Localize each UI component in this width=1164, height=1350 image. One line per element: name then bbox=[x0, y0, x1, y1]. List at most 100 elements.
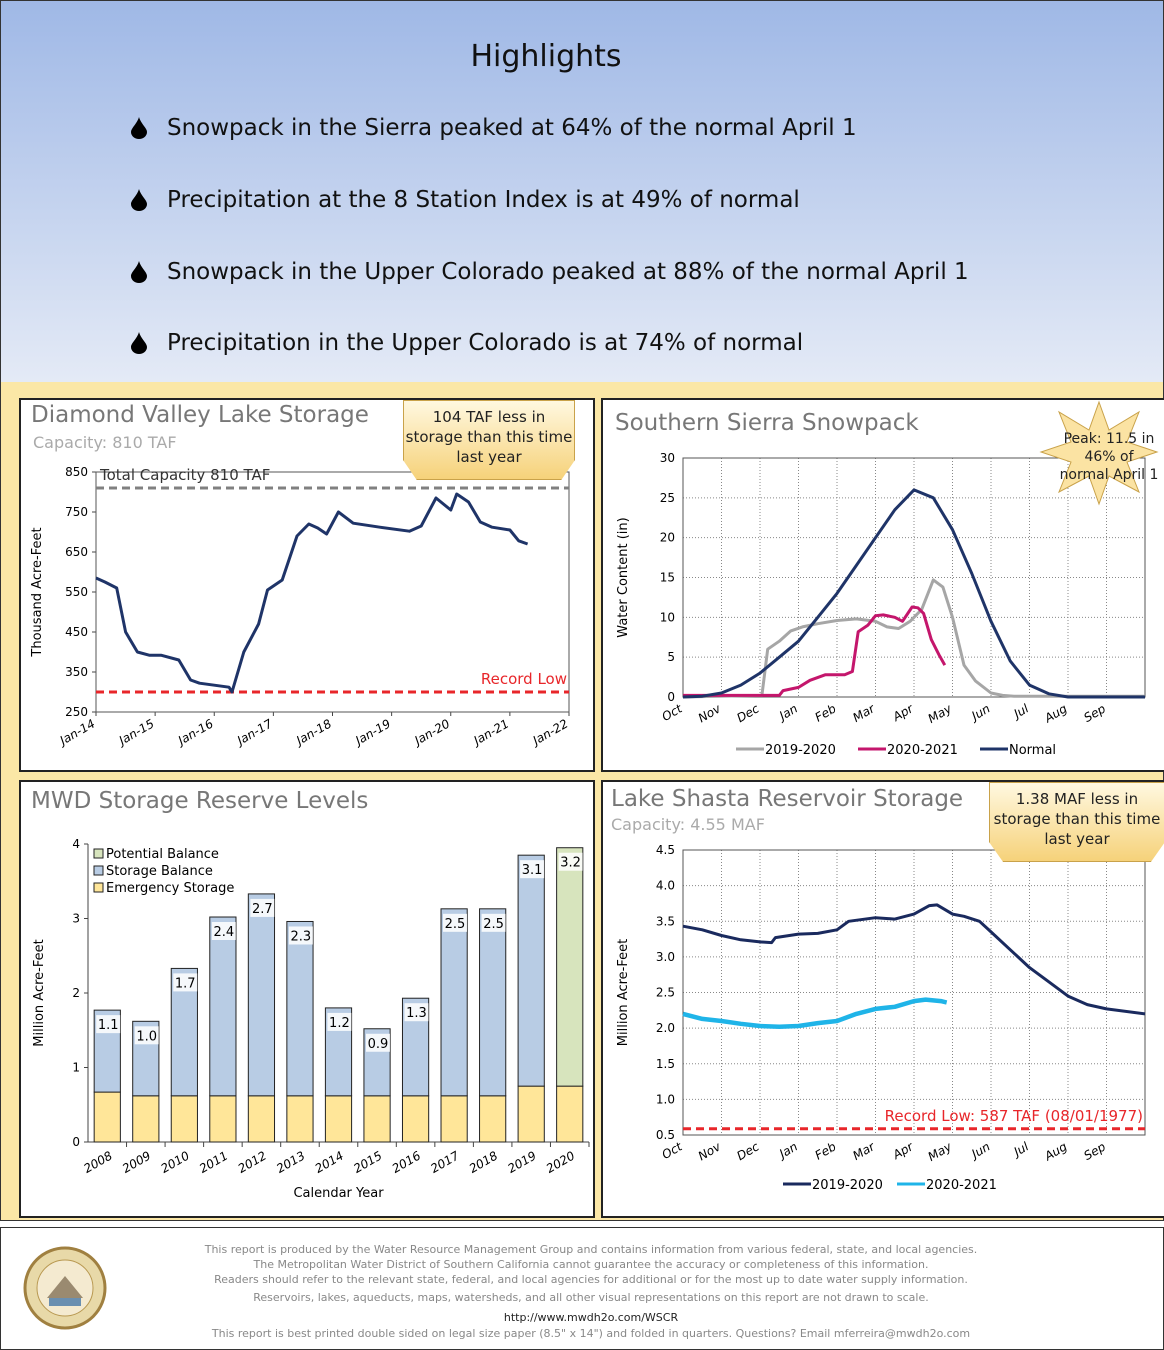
x-tick-label: Jan-22 bbox=[529, 716, 571, 748]
bar-segment bbox=[286, 920, 314, 1097]
highlights: Highlights Snowpack in the Sierra peaked… bbox=[0, 0, 1164, 383]
x-tick-label: Jan-17 bbox=[233, 716, 275, 748]
y-tick-label: 5 bbox=[667, 650, 675, 664]
legend-label: Storage Balance bbox=[106, 864, 213, 879]
y-tick-label: 20 bbox=[660, 531, 675, 545]
bar-segment bbox=[517, 1085, 545, 1143]
y-tick-label: 3.0 bbox=[656, 950, 675, 964]
y-tick-label: 450 bbox=[65, 625, 88, 639]
y-tick-label: 4.0 bbox=[656, 879, 675, 893]
bar-segment bbox=[132, 1095, 160, 1143]
x-tick-label: Aug bbox=[1041, 1139, 1069, 1164]
x-tick-label: 2019 bbox=[505, 1148, 538, 1175]
chart-subtitle: Capacity: 810 TAF bbox=[33, 433, 177, 452]
x-tick-label: Oct bbox=[660, 701, 686, 724]
label-box bbox=[288, 926, 313, 945]
data-label: 2.5 bbox=[445, 917, 466, 932]
chart-panel: Southern Sierra Snowpack Water Content (i… bbox=[601, 398, 1164, 772]
x-tick-label: Jun bbox=[968, 701, 993, 723]
reference-label: Total Capacity 810 TAF bbox=[99, 466, 270, 484]
chart-panel: Diamond Valley Lake Storage Capacity: 810… bbox=[19, 398, 595, 772]
x-tick-label: 2018 bbox=[467, 1148, 501, 1176]
x-tick-label: 2008 bbox=[81, 1148, 115, 1176]
y-tick-label: 0 bbox=[667, 690, 675, 704]
legend-label: 2020-2021 bbox=[926, 1178, 997, 1193]
x-tick-label: May bbox=[926, 701, 955, 726]
chart-title: Lake Shasta Reservoir Storage bbox=[611, 786, 963, 812]
bar-segment bbox=[479, 908, 507, 1097]
series-line bbox=[682, 903, 1146, 1016]
x-tick-label: Dec bbox=[734, 1139, 761, 1163]
x-axis-label: Calendar Year bbox=[293, 1186, 384, 1201]
bar-segment bbox=[170, 1095, 198, 1143]
reference-label: Record Low: 587 TAF (08/01/1977) bbox=[885, 1107, 1143, 1125]
x-tick-label: May bbox=[926, 1139, 955, 1164]
x-tick-label: 2009 bbox=[120, 1148, 153, 1175]
bullet: Snowpack in the Upper Colorado peaked at… bbox=[131, 259, 969, 285]
legend-label: 2020-2021 bbox=[887, 743, 958, 758]
x-tick-label: Jan-18 bbox=[292, 716, 334, 748]
y-tick-label: 3 bbox=[72, 912, 80, 926]
seal-logo bbox=[23, 1246, 107, 1330]
x-tick-label: Jun bbox=[968, 1139, 993, 1161]
footer-link[interactable]: http://www.mwdh2o.com/WSCR bbox=[503, 1311, 679, 1324]
legend-label: Normal bbox=[1009, 743, 1056, 758]
bullet-text: Precipitation at the 8 Station Index is … bbox=[167, 187, 800, 213]
x-tick-label: Jan-16 bbox=[174, 716, 216, 748]
bar-segment bbox=[209, 916, 237, 1097]
bullet: Precipitation in the Upper Colorado is a… bbox=[131, 330, 803, 356]
x-tick-label: 2013 bbox=[274, 1148, 307, 1175]
data-label: 1.0 bbox=[136, 1029, 157, 1044]
drop-icon bbox=[131, 189, 147, 211]
y-tick-label: 30 bbox=[660, 451, 675, 465]
bar-segment bbox=[440, 908, 468, 1097]
x-tick-label: Aug bbox=[1041, 701, 1069, 726]
y-axis-label: Water Content (in) bbox=[616, 517, 631, 637]
y-tick-label: 15 bbox=[660, 571, 675, 585]
x-tick-label: Apr bbox=[890, 701, 917, 725]
data-label: 2.3 bbox=[291, 929, 312, 944]
plot-frame bbox=[682, 849, 1146, 1136]
legend-label: Potential Balance bbox=[106, 847, 219, 862]
footer-text: The Metropolitan Water District of South… bbox=[253, 1258, 929, 1271]
x-tick-label: Feb bbox=[813, 1139, 839, 1162]
data-label: 0.9 bbox=[368, 1037, 389, 1052]
label-box bbox=[481, 913, 506, 932]
bar-segment bbox=[247, 893, 276, 1097]
drop-icon bbox=[131, 332, 147, 354]
x-tick-label: 2015 bbox=[351, 1148, 384, 1175]
y-tick-label: 25 bbox=[660, 491, 675, 505]
chart: Lake Shasta Reservoir Storage Capacity: 4… bbox=[611, 786, 1146, 1193]
x-tick-label: Oct bbox=[660, 1139, 686, 1162]
bar-segment bbox=[247, 1095, 276, 1143]
y-tick-label: 0.5 bbox=[656, 1128, 675, 1142]
bullet: Snowpack in the Sierra peaked at 64% of … bbox=[131, 115, 857, 141]
y-tick-label: 1.0 bbox=[656, 1092, 675, 1106]
bullet-text: Precipitation in the Upper Colorado is a… bbox=[167, 330, 804, 356]
data-label: 1.3 bbox=[406, 1006, 427, 1021]
y-tick-label: 3.5 bbox=[656, 914, 675, 928]
bar-segment bbox=[479, 1095, 507, 1143]
legend-swatch bbox=[93, 848, 104, 859]
chart-subtitle: Capacity: 4.55 MAF bbox=[611, 815, 765, 834]
reference-label: Record Low bbox=[481, 670, 567, 688]
chart: MWD Storage Reserve Levels Million Acre-F… bbox=[31, 788, 590, 1201]
data-label: 1.2 bbox=[329, 1016, 350, 1031]
series-line bbox=[682, 488, 1145, 699]
legend-label: 2019-2020 bbox=[812, 1178, 883, 1193]
callout: 1.38 MAF less in storage than this time … bbox=[989, 782, 1164, 862]
label-box bbox=[327, 1012, 352, 1031]
y-tick-label: 2.0 bbox=[656, 1021, 675, 1035]
data-label: 1.7 bbox=[175, 976, 196, 991]
label-box bbox=[365, 1033, 390, 1052]
plot-frame bbox=[95, 471, 570, 713]
label-box bbox=[558, 852, 583, 871]
x-tick-label: Dec bbox=[734, 701, 761, 725]
footer-text: This report is produced by the Water Res… bbox=[204, 1243, 978, 1256]
y-tick-label: 2 bbox=[72, 986, 80, 1000]
series-line bbox=[682, 578, 1145, 699]
y-tick-label: 350 bbox=[65, 665, 88, 679]
legend-label: 2019-2020 bbox=[765, 743, 836, 758]
y-tick-label: 650 bbox=[65, 545, 88, 559]
